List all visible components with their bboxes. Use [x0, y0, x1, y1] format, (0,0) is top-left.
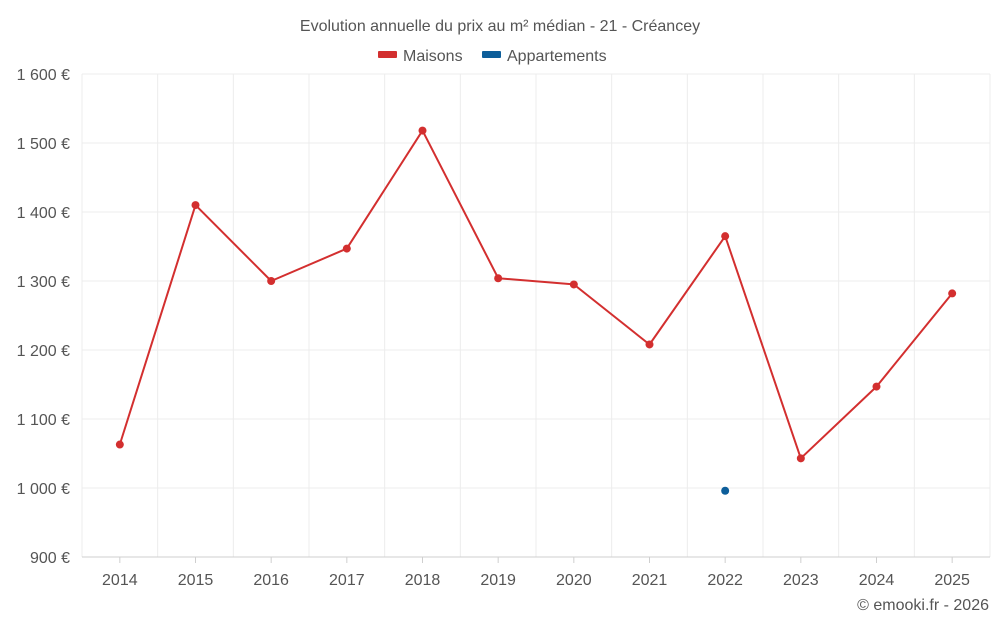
data-point-appartements[interactable] [721, 486, 730, 495]
legend-swatch-maisons [378, 51, 397, 58]
data-point-maisons[interactable] [267, 277, 276, 285]
x-tick-label: 2015 [178, 572, 214, 589]
series-layer [115, 126, 957, 495]
legend: Maisons Appartements [378, 48, 607, 65]
x-tick-label: 2022 [707, 572, 743, 589]
y-tick-label: 1 200 € [17, 343, 70, 360]
axis-layer: 900 € 1 000 € 1 100 € 1 200 € 1 300 € 1 400 €… [17, 67, 990, 589]
data-point-maisons[interactable] [342, 244, 351, 253]
legend-swatch-appartements [482, 51, 501, 58]
y-tick-label: 1 500 € [17, 136, 70, 153]
x-tick-label: 2017 [329, 572, 365, 589]
data-point-maisons[interactable] [115, 440, 124, 449]
y-tick-label: 1 600 € [17, 67, 70, 84]
data-point-maisons[interactable] [948, 289, 957, 298]
y-tick-label: 1 400 € [17, 205, 70, 222]
data-point-maisons[interactable] [645, 340, 654, 349]
legend-label-maisons: Maisons [403, 48, 463, 65]
data-point-maisons[interactable] [191, 201, 200, 210]
data-point-maisons[interactable] [569, 280, 578, 289]
y-tick-label: 900 € [30, 550, 70, 567]
y-tick-label: 1 000 € [17, 481, 70, 498]
credit-text: © emooki.fr - 2026 [857, 597, 989, 614]
series-line-maisons [118, 129, 953, 460]
x-tick-label: 2014 [102, 572, 138, 589]
data-point-maisons[interactable] [418, 126, 427, 135]
grid-layer [81, 73, 991, 557]
legend-item-appartements[interactable]: Appartements [482, 48, 607, 65]
x-tick-label: 2021 [632, 572, 668, 589]
x-tick-label: 2016 [253, 572, 289, 589]
x-tick-label: 2019 [480, 572, 516, 589]
y-tick-label: 1 300 € [17, 274, 70, 291]
legend-item-maisons[interactable]: Maisons [378, 48, 463, 65]
x-tick-label: 2020 [556, 572, 592, 589]
legend-label-appartements: Appartements [507, 48, 607, 65]
x-tick-label: 2024 [859, 572, 895, 589]
x-tick-label: 2023 [783, 572, 819, 589]
data-point-maisons[interactable] [721, 232, 730, 241]
data-point-maisons[interactable] [796, 454, 805, 463]
y-tick-label: 1 100 € [17, 412, 70, 429]
data-point-maisons[interactable] [872, 382, 881, 391]
data-point-maisons[interactable] [494, 274, 503, 283]
chart-title: Evolution annuelle du prix au m² médian … [300, 18, 700, 35]
x-tick-label: 2018 [405, 572, 441, 589]
x-tick-label: 2025 [934, 572, 970, 589]
